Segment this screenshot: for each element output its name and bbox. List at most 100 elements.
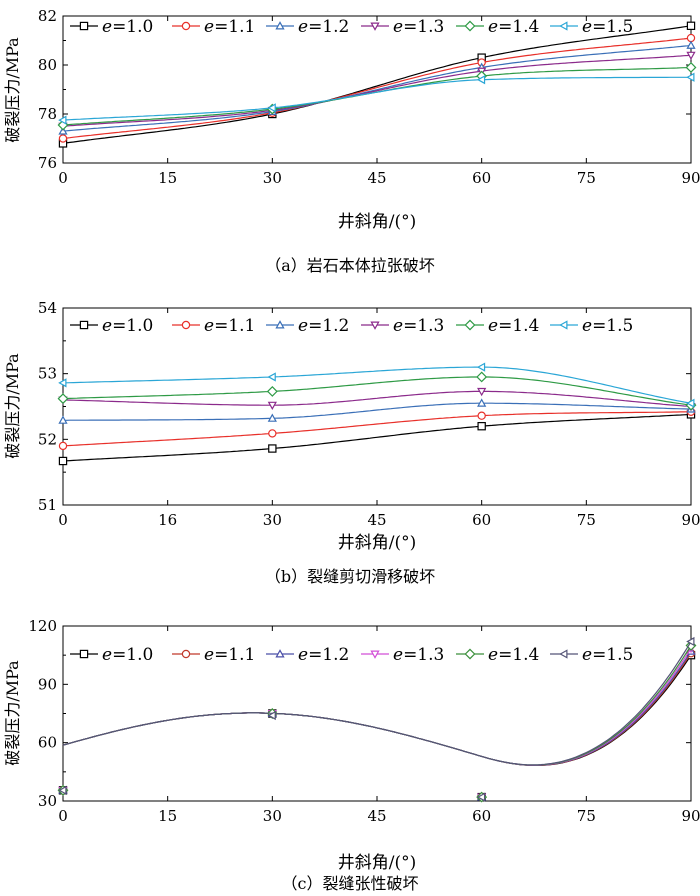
data-point [57, 393, 69, 405]
legend-marker [79, 649, 89, 659]
legend-marker [559, 320, 568, 330]
legend-marker [464, 20, 476, 32]
y-tick-label: 60 [38, 734, 57, 752]
legend-label: e=1.5 [582, 17, 633, 37]
data-point [268, 444, 277, 453]
legend-label: e=1.0 [102, 316, 153, 336]
y-tick-label: 53 [38, 365, 57, 383]
x-tick-label: 75 [577, 511, 596, 529]
x-tick-label: 30 [263, 511, 282, 529]
data-point [268, 429, 277, 438]
legend-marker [559, 649, 568, 659]
legend-label: e=1.4 [488, 645, 539, 665]
y-tick-label: 52 [38, 430, 57, 448]
legend-marker [275, 320, 285, 329]
x-axis-title: 井斜角/(°) [338, 853, 417, 873]
series-line-e=1.0 [62, 25, 692, 144]
series-line-e=1.5 [62, 641, 692, 766]
x-tick-label: 15 [158, 807, 177, 825]
x-tick-label: 0 [58, 807, 68, 825]
data-point [58, 378, 67, 388]
legend-marker [275, 21, 285, 30]
y-tick-label: 120 [28, 617, 57, 635]
legend-marker [79, 320, 89, 330]
series-line-e=1.5 [62, 76, 691, 121]
legend-label: e=1.5 [582, 316, 633, 336]
series-line-e=1.4 [62, 66, 692, 126]
x-tick-label: 60 [472, 807, 491, 825]
data-point [477, 411, 486, 420]
y-tick-label: 90 [38, 675, 57, 693]
series-line-e=1.1 [62, 411, 691, 447]
y-axis-title: 破裂压力/MPa [3, 37, 22, 143]
legend-marker [181, 320, 191, 330]
x-tick-label: 75 [577, 169, 596, 187]
x-axis-title: 井斜角/(°) [338, 533, 417, 553]
y-tick-label: 82 [38, 7, 57, 25]
legend-label: e=1.0 [102, 17, 153, 37]
data-point [686, 398, 695, 408]
data-point [477, 422, 486, 431]
x-tick-label: 30 [263, 807, 282, 825]
x-tick-label: 30 [263, 169, 282, 187]
legend-label: e=1.1 [204, 17, 255, 37]
caption-c: （c）裂缝张性破坏 [282, 874, 419, 893]
x-tick-label: 45 [367, 511, 386, 529]
data-point [686, 51, 696, 61]
series-line-e=1.1 [62, 37, 692, 140]
legend-marker [370, 321, 380, 330]
legend-label: e=1.4 [488, 17, 539, 37]
data-point [476, 792, 486, 802]
y-axis-title: 破裂压力/MPa [3, 660, 22, 766]
legend-marker [559, 21, 568, 31]
x-tick-label: 45 [367, 807, 386, 825]
x-tick-label: 0 [58, 511, 68, 529]
legend-label: e=1.3 [393, 645, 444, 665]
y-tick-label: 51 [38, 496, 57, 514]
chart-panel-a: 0 15 30 45 60 75 90 76 78 80 82 破裂压力/MPa 井斜角/(°) e=1.… [3, 7, 700, 232]
legend-label: e=1.2 [298, 17, 349, 37]
legend-label: e=1.2 [298, 645, 349, 665]
data-point [686, 636, 695, 647]
legend-label: e=1.5 [582, 645, 633, 665]
legend-label: e=1.0 [102, 645, 153, 665]
legend-label: e=1.4 [488, 316, 539, 336]
x-tick-label: 0 [58, 169, 68, 187]
x-tick-label: 15 [158, 169, 177, 187]
series-line-e=1.4 [62, 376, 692, 406]
data-point [58, 456, 68, 466]
x-tick-label: 60 [472, 511, 491, 529]
caption-a: （a）岩石本体拉张破坏 [265, 256, 435, 275]
series-line-e=1.5 [62, 366, 692, 404]
legend-label: e=1.3 [393, 17, 444, 37]
x-tick-label: 60 [472, 169, 491, 187]
data-point [58, 785, 67, 795]
legend-label: e=1.1 [204, 645, 255, 665]
data-point [267, 413, 277, 422]
data-point [267, 372, 276, 382]
legend-marker [370, 22, 380, 31]
series-line-e=1.2 [63, 402, 692, 421]
legend-label: e=1.2 [298, 316, 349, 336]
legend-label: e=1.3 [393, 316, 444, 336]
data-point [477, 398, 487, 407]
data-point [58, 115, 67, 125]
caption-b: （b）裂缝剪切滑移破坏 [265, 567, 435, 586]
x-tick-label: 90 [681, 511, 700, 529]
data-point [477, 387, 487, 397]
chart-panel-c: 0 15 30 45 60 75 90 30 60 90 120 破裂压力/MPa 井斜角/(°) e=1… [3, 617, 700, 873]
x-axis-title: 井斜角/(°) [338, 212, 417, 232]
x-tick-label: 90 [681, 807, 700, 825]
legend-marker [181, 21, 191, 31]
y-tick-label: 30 [38, 792, 57, 810]
data-point [267, 401, 277, 411]
data-point [58, 134, 68, 143]
data-point [686, 72, 695, 82]
legend-marker [181, 649, 191, 659]
legend-marker [79, 21, 89, 31]
data-point [686, 21, 696, 31]
legend-label: e=1.1 [204, 316, 255, 336]
data-point [476, 371, 488, 383]
data-point [58, 441, 68, 451]
